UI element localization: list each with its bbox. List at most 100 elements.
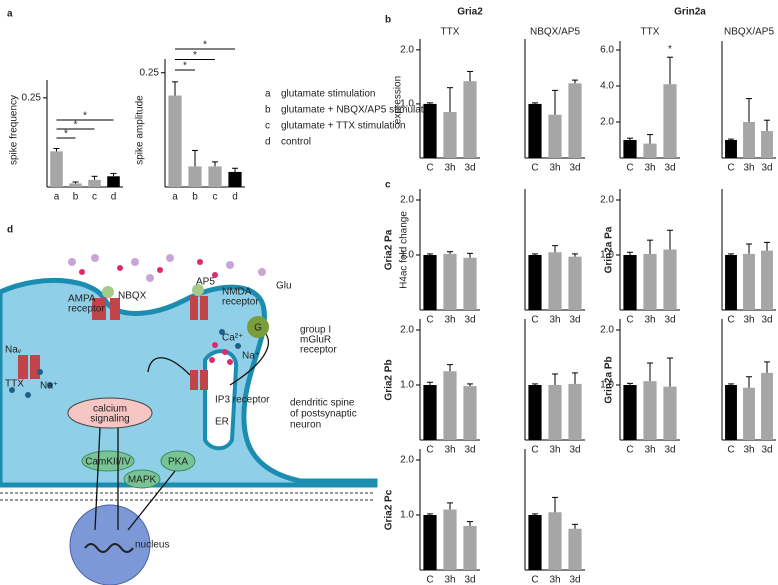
- y-axis-label: expression: [393, 76, 404, 124]
- y-tick-label: 2.0: [600, 325, 614, 336]
- x-tick-label: 3h: [549, 163, 560, 174]
- diagram-label: receptor: [222, 297, 259, 308]
- receptors: [18, 284, 208, 390]
- panel-label: d: [7, 225, 13, 236]
- bar: [443, 371, 457, 440]
- bar: [623, 255, 637, 310]
- x-tick-label: 3h: [549, 315, 560, 326]
- pka: [160, 450, 196, 472]
- x-tick-label: d: [111, 192, 117, 203]
- bar: [725, 255, 737, 310]
- x-tick-label: 3d: [569, 445, 580, 456]
- significance-star: *: [74, 120, 78, 131]
- bar: [423, 515, 437, 570]
- bar: [88, 179, 101, 187]
- row-label: Grin2a Pa: [604, 226, 615, 273]
- diagram-label: G: [254, 323, 262, 334]
- chart-title: NBQX/AP5: [530, 27, 580, 38]
- y-tick-label: 0.25: [140, 67, 160, 78]
- diagram-label: PKA: [168, 457, 188, 468]
- x-tick-label: 3d: [569, 315, 580, 326]
- column-header: Grin2a: [674, 7, 706, 18]
- diagram: [0, 254, 378, 585]
- diagram-label: NMDA: [222, 287, 252, 298]
- diagram-label: of postsynaptic: [290, 409, 357, 420]
- bar: [568, 528, 582, 570]
- significance-star: *: [83, 111, 87, 122]
- bar: [528, 255, 542, 310]
- bar: [761, 250, 773, 310]
- significance-star: *: [668, 44, 672, 55]
- y-tick-label: 1.0: [600, 380, 614, 391]
- bar: [423, 385, 437, 440]
- diagram-label: calcium: [93, 404, 127, 415]
- bar: [168, 95, 182, 187]
- y-tick-label: 4.0: [600, 81, 614, 92]
- x-tick-label: C: [531, 575, 538, 585]
- x-tick-label: 3h: [644, 163, 655, 174]
- diagram-label: NBQX: [118, 291, 147, 302]
- bar: [623, 140, 637, 158]
- x-tick-label: 3d: [761, 315, 772, 326]
- x-tick-label: a: [54, 192, 60, 203]
- y-tick-label: 2.0: [600, 117, 614, 128]
- bar: [548, 512, 562, 570]
- x-tick-label: 3d: [761, 163, 772, 174]
- x-tick-label: b: [192, 192, 198, 203]
- bar: [568, 83, 582, 158]
- row-label: Gria2 Pb: [384, 359, 395, 400]
- diagram-label: TTX: [5, 379, 24, 390]
- x-tick-label: 3h: [743, 163, 754, 174]
- bar: [208, 166, 222, 187]
- y-tick-label: 1.0: [400, 99, 414, 110]
- y-axis-label: spike amplitude: [135, 95, 146, 165]
- bar: [443, 112, 457, 158]
- y-tick-label: 1.0: [400, 250, 414, 261]
- diagram-label: Na⁺: [40, 381, 58, 392]
- bar: [568, 256, 582, 310]
- x-tick-label: C: [626, 315, 633, 326]
- bar: [463, 526, 477, 570]
- diagram-label: CamKII/IV: [85, 457, 131, 468]
- chart-title: NBQX/AP5: [724, 27, 774, 38]
- row-label: Gria2 Pa: [384, 229, 395, 270]
- x-tick-label: C: [626, 445, 633, 456]
- bar: [623, 385, 637, 440]
- y-tick-label: 2.0: [400, 44, 414, 55]
- x-tick-label: 3d: [464, 163, 475, 174]
- diagram-label: Ca²⁺: [222, 333, 243, 344]
- y-tick-label: 2.0: [400, 195, 414, 206]
- legend-text: control: [281, 137, 311, 148]
- spine: [0, 277, 378, 488]
- x-tick-label: 3h: [644, 445, 655, 456]
- x-tick-label: C: [727, 445, 734, 456]
- x-tick-label: 3d: [464, 575, 475, 585]
- x-tick-label: 3h: [444, 315, 455, 326]
- bar: [443, 509, 457, 570]
- bar: [643, 143, 657, 158]
- x-tick-label: c: [213, 192, 218, 203]
- chart-title: TTX: [441, 27, 460, 38]
- x-tick-label: b: [73, 192, 79, 203]
- y-tick-label: 6.0: [600, 45, 614, 56]
- y-tick-label: 1.0: [400, 380, 414, 391]
- bar: [50, 151, 63, 187]
- x-tick-label: C: [727, 163, 734, 174]
- x-tick-label: C: [426, 315, 433, 326]
- panel-label: b: [385, 15, 391, 26]
- y-tick-label: 1.0: [600, 250, 614, 261]
- mglur-g: [247, 316, 269, 338]
- significance-star: *: [193, 50, 197, 61]
- significance-star: *: [203, 40, 207, 51]
- x-tick-label: 3d: [464, 445, 475, 456]
- x-tick-label: C: [727, 315, 734, 326]
- legend-key: a: [265, 89, 271, 100]
- row-label: Grin2a Pb: [604, 356, 615, 403]
- diagram-label: neuron: [290, 420, 321, 431]
- x-tick-label: 3h: [444, 445, 455, 456]
- bar: [743, 253, 755, 310]
- bar: [725, 385, 737, 440]
- x-tick-label: 3d: [761, 445, 772, 456]
- x-tick-label: 3h: [549, 445, 560, 456]
